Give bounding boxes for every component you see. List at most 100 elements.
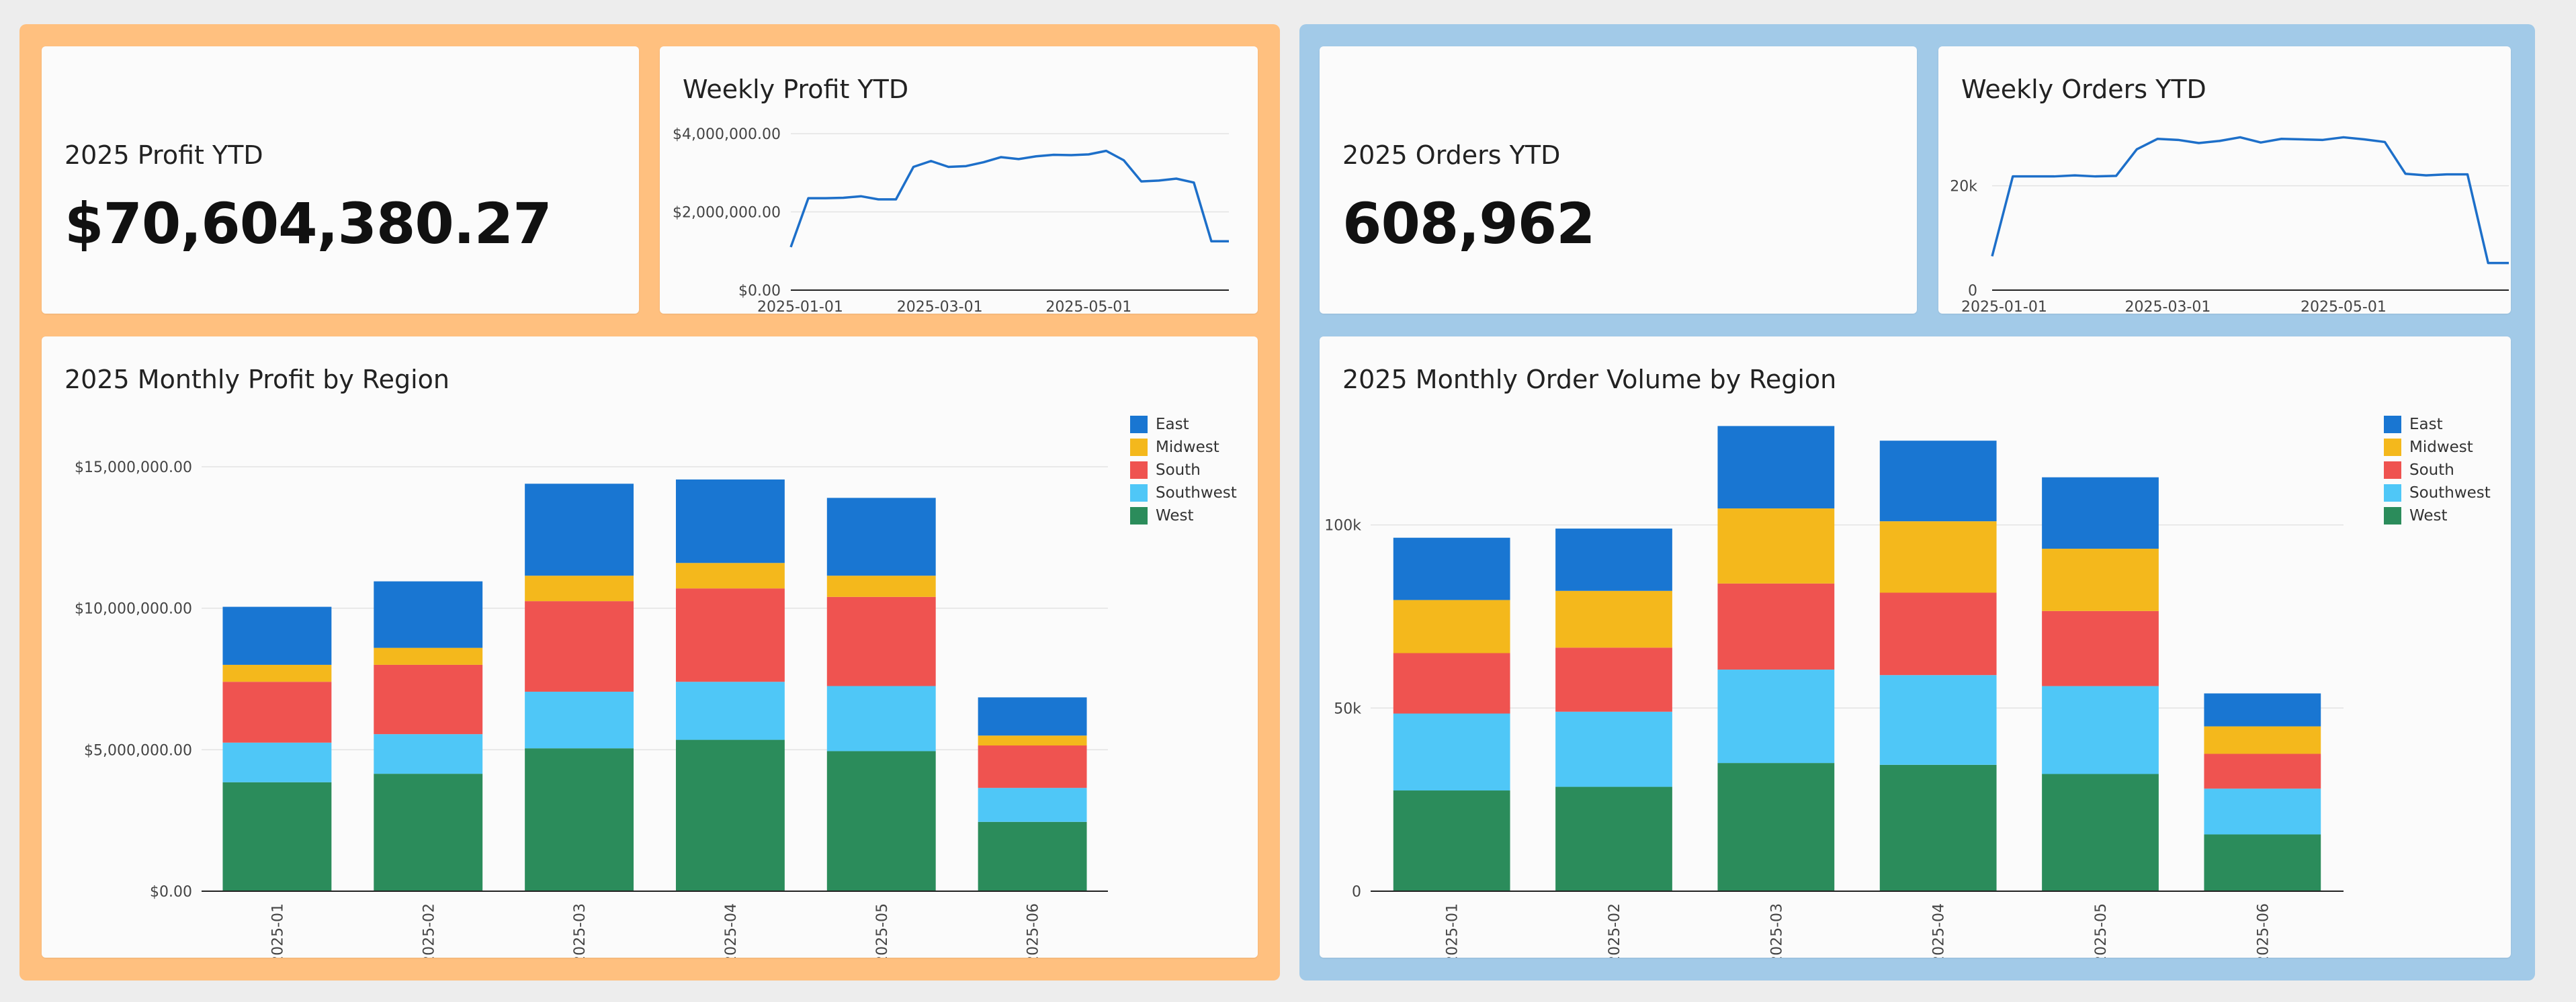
monthly-profit-legend-label: West — [1156, 507, 1194, 525]
monthly-orders-ytick-label: 0 — [1352, 884, 1361, 901]
orders-kpi-card[interactable]: 2025 Orders YTD 608,962 — [1320, 46, 1917, 314]
monthly-orders-bar-south — [2204, 754, 2321, 789]
profit-kpi-value: $70,604,380.27 — [65, 191, 552, 257]
monthly-orders-legend-swatch — [2384, 507, 2401, 525]
monthly-profit-bar-south — [374, 664, 483, 735]
monthly-profit-bar-south — [675, 588, 785, 682]
monthly-profit-xtick-label: 2025-06 — [1025, 903, 1042, 958]
monthly-orders-legend-label: Southwest — [2409, 484, 2491, 502]
monthly-orders-legend-label: South — [2409, 461, 2454, 479]
monthly-profit-bar-midwest — [374, 647, 483, 665]
weekly-profit-ytick-label: $2,000,000.00 — [673, 205, 781, 222]
weekly-profit-chart: $0.00 $2,000,000.00 $4,000,000.00 2025-01-0… — [673, 126, 1229, 314]
orders-panel: 2025 Orders YTD 608,962 Weekly Orders YT… — [1299, 24, 2535, 981]
monthly-orders-legend-item[interactable]: South — [2384, 459, 2491, 482]
monthly-profit-bar-west — [826, 751, 936, 891]
weekly-orders-xtick-label: 2025-05-01 — [2301, 299, 2387, 314]
monthly-orders-ytick-label: 50k — [1334, 700, 1361, 717]
monthly-profit-bar-east — [675, 479, 785, 563]
monthly-orders-bar-south — [1717, 583, 1835, 670]
monthly-orders-bar-east — [1555, 529, 1672, 591]
monthly-profit-bar-midwest — [675, 563, 785, 589]
monthly-orders-bar-midwest — [1879, 521, 1997, 593]
weekly-profit-title: Weekly Profit YTD — [683, 75, 909, 104]
profit-panel: 2025 Profit YTD $70,604,380.27 Weekly Pr… — [19, 24, 1280, 981]
monthly-orders-bar-east — [1879, 441, 1997, 522]
monthly-orders-card[interactable]: 2025 Monthly Order Volume by Region 0 50k… — [1320, 336, 2511, 958]
weekly-profit-series-line — [789, 149, 1229, 248]
monthly-orders-legend-item[interactable]: Midwest — [2384, 436, 2491, 459]
monthly-profit-bar-south — [826, 596, 936, 686]
monthly-profit-bar-midwest — [222, 664, 332, 682]
monthly-profit-legend-swatch — [1130, 507, 1148, 525]
monthly-orders-bar-east — [2042, 477, 2159, 549]
monthly-profit-chart: $0.00 $5,000,000.00 $10,000,000.00 $15,000,… — [75, 459, 1108, 958]
monthly-orders-bar-west — [1393, 790, 1510, 891]
monthly-profit-bar-midwest — [978, 735, 1087, 746]
weekly-profit-xtick-label: 2025-01-01 — [757, 299, 843, 314]
monthly-profit-xtick-label: 2025-04 — [723, 903, 740, 958]
monthly-orders-legend-item[interactable]: East — [2384, 413, 2491, 436]
monthly-profit-bar-southwest — [978, 788, 1087, 822]
weekly-orders-xtick-label: 2025-03-01 — [2125, 299, 2211, 314]
monthly-profit-bar-east — [525, 484, 634, 576]
orders-kpi-label: 2025 Orders YTD — [1342, 140, 1561, 170]
profit-kpi-card[interactable]: 2025 Profit YTD $70,604,380.27 — [42, 46, 639, 314]
orders-kpi-value: 608,962 — [1342, 191, 1596, 257]
monthly-orders-bar-west — [1879, 764, 1997, 891]
weekly-orders-title: Weekly Orders YTD — [1961, 75, 2206, 104]
monthly-profit-ytick-label: $5,000,000.00 — [84, 742, 192, 759]
monthly-orders-bar-midwest — [1717, 508, 1835, 584]
monthly-profit-bar-west — [675, 739, 785, 891]
monthly-orders-bar-west — [1555, 786, 1672, 891]
monthly-orders-legend-swatch — [2384, 484, 2401, 502]
monthly-profit-bar-east — [978, 697, 1087, 736]
monthly-profit-legend-item[interactable]: West — [1130, 504, 1237, 527]
monthly-orders-bar-southwest — [2042, 686, 2159, 774]
monthly-profit-bar-southwest — [675, 682, 785, 740]
monthly-profit-legend-item[interactable]: East — [1130, 413, 1237, 436]
monthly-profit-legend-item[interactable]: Midwest — [1130, 436, 1237, 459]
monthly-orders-bar-south — [1393, 653, 1510, 714]
monthly-orders-bar-west — [2204, 834, 2321, 891]
monthly-profit-bar-west — [374, 774, 483, 891]
monthly-profit-legend-item[interactable]: Southwest — [1130, 482, 1237, 504]
monthly-orders-xtick-label: 2025-04 — [1931, 903, 1948, 958]
monthly-orders-legend-item[interactable]: Southwest — [2384, 482, 2491, 504]
monthly-orders-legend: East Midwest South Southwest West — [2384, 413, 2491, 527]
monthly-profit-legend-swatch — [1130, 484, 1148, 502]
monthly-orders-bar-midwest — [1555, 590, 1672, 648]
weekly-orders-card[interactable]: Weekly Orders YTD 0 20k 2025-01-01 2025-03-… — [1938, 46, 2511, 314]
monthly-profit-bar-west — [222, 782, 332, 891]
monthly-orders-title: 2025 Monthly Order Volume by Region — [1342, 365, 1837, 394]
monthly-orders-bar-west — [1717, 763, 1835, 891]
monthly-profit-legend-item[interactable]: South — [1130, 459, 1237, 482]
monthly-orders-legend-swatch — [2384, 439, 2401, 456]
monthly-profit-legend-label: East — [1156, 416, 1189, 433]
monthly-orders-legend-item[interactable]: West — [2384, 504, 2491, 527]
weekly-orders-xtick-label: 2025-01-01 — [1961, 299, 2047, 314]
monthly-orders-xtick-label: 2025-02 — [1606, 903, 1623, 958]
monthly-orders-bar-south — [1879, 592, 1997, 676]
weekly-orders-chart: 0 20k 2025-01-01 2025-03-01 2025-05-01 — [1950, 136, 2509, 314]
weekly-profit-card[interactable]: Weekly Profit YTD $0.00 $2,000,000.00 $4,0… — [660, 46, 1258, 314]
monthly-orders-bar-south — [1555, 647, 1672, 712]
monthly-orders-bar-east — [2204, 693, 2321, 727]
monthly-profit-bar-west — [978, 821, 1087, 891]
monthly-profit-bar-west — [525, 748, 634, 891]
monthly-orders-bar-midwest — [2204, 726, 2321, 754]
monthly-profit-bar-midwest — [826, 576, 936, 597]
monthly-profit-card[interactable]: 2025 Monthly Profit by Region $0.00 $5,00… — [42, 336, 1258, 958]
monthly-profit-title: 2025 Monthly Profit by Region — [65, 365, 449, 394]
monthly-orders-chart: 0 50k 100k 2025-01 2025-02 2025-03 2025-04 2025… — [1324, 426, 2344, 958]
monthly-profit-bar-east — [374, 581, 483, 648]
monthly-profit-xtick-label: 2025-01 — [269, 903, 286, 958]
profit-kpi-label: 2025 Profit YTD — [65, 140, 263, 170]
monthly-profit-ytick-label: $10,000,000.00 — [75, 601, 192, 618]
monthly-profit-bar-east — [826, 498, 936, 576]
monthly-profit-xtick-label: 2025-05 — [874, 903, 891, 958]
monthly-orders-legend-label: West — [2409, 507, 2448, 525]
monthly-profit-bar-southwest — [525, 691, 634, 749]
weekly-orders-ytick-label: 20k — [1950, 179, 1977, 195]
weekly-profit-xtick-label: 2025-05-01 — [1045, 299, 1131, 314]
